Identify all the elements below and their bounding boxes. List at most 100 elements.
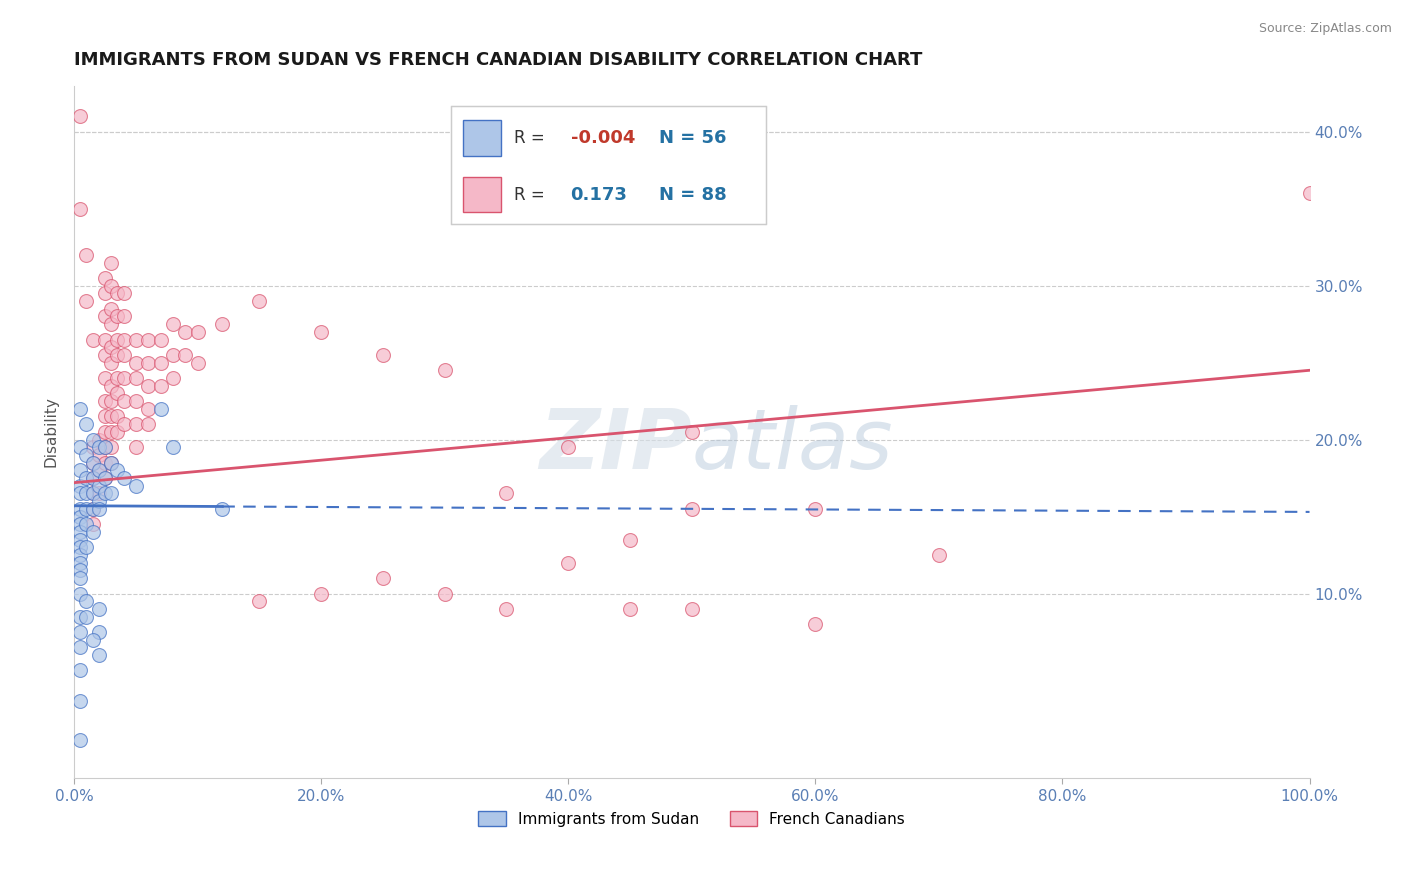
Point bbox=[69, 509, 91, 524]
Point bbox=[136, 401, 159, 416]
Point bbox=[100, 425, 122, 439]
Point bbox=[69, 533, 91, 547]
Point bbox=[100, 440, 122, 454]
Point bbox=[136, 333, 159, 347]
Point bbox=[69, 463, 91, 477]
Point bbox=[87, 440, 110, 454]
Point bbox=[87, 463, 110, 477]
Point bbox=[100, 378, 122, 392]
Point bbox=[433, 363, 456, 377]
Point bbox=[94, 333, 117, 347]
Point bbox=[1298, 186, 1320, 201]
Point bbox=[82, 333, 104, 347]
Point bbox=[75, 541, 97, 555]
Point bbox=[69, 440, 91, 454]
Point bbox=[125, 355, 148, 369]
Point bbox=[112, 310, 135, 324]
Point bbox=[136, 378, 159, 392]
Point bbox=[162, 440, 184, 454]
Point bbox=[69, 524, 91, 539]
Point bbox=[928, 548, 950, 562]
Point bbox=[69, 556, 91, 570]
Point bbox=[100, 355, 122, 369]
Point bbox=[69, 109, 91, 123]
Point bbox=[87, 433, 110, 447]
Point bbox=[619, 533, 641, 547]
Point bbox=[69, 202, 91, 216]
Point bbox=[100, 409, 122, 424]
Point bbox=[87, 463, 110, 477]
Point bbox=[681, 425, 703, 439]
Point bbox=[69, 625, 91, 640]
Point bbox=[149, 401, 172, 416]
Point bbox=[112, 286, 135, 301]
Point bbox=[82, 524, 104, 539]
Point bbox=[82, 471, 104, 485]
Point bbox=[136, 355, 159, 369]
Point bbox=[247, 293, 270, 308]
Point bbox=[69, 541, 91, 555]
Text: atlas: atlas bbox=[692, 405, 893, 486]
Point bbox=[495, 602, 517, 616]
Point bbox=[149, 333, 172, 347]
Point bbox=[87, 648, 110, 662]
Point bbox=[82, 486, 104, 500]
Point bbox=[105, 409, 128, 424]
Point bbox=[309, 586, 332, 600]
Point bbox=[125, 440, 148, 454]
Point bbox=[804, 501, 827, 516]
Point bbox=[75, 609, 97, 624]
Point bbox=[174, 325, 197, 339]
Point bbox=[125, 371, 148, 385]
Point bbox=[82, 456, 104, 470]
Point bbox=[75, 293, 97, 308]
Point bbox=[94, 371, 117, 385]
Point bbox=[162, 348, 184, 362]
Point bbox=[94, 456, 117, 470]
Text: ZIP: ZIP bbox=[538, 405, 692, 486]
Point bbox=[105, 310, 128, 324]
Point bbox=[82, 632, 104, 647]
Point bbox=[125, 333, 148, 347]
Point bbox=[87, 501, 110, 516]
Point bbox=[75, 517, 97, 532]
Point bbox=[495, 486, 517, 500]
Point bbox=[136, 417, 159, 432]
Point bbox=[94, 471, 117, 485]
Point bbox=[125, 479, 148, 493]
Point bbox=[87, 625, 110, 640]
Point bbox=[557, 440, 579, 454]
Point bbox=[82, 471, 104, 485]
Point bbox=[69, 640, 91, 655]
Point bbox=[69, 486, 91, 500]
Point bbox=[94, 425, 117, 439]
Point bbox=[309, 325, 332, 339]
Point bbox=[681, 501, 703, 516]
Point bbox=[433, 586, 456, 600]
Point bbox=[75, 471, 97, 485]
Point bbox=[557, 556, 579, 570]
Point bbox=[69, 479, 91, 493]
Point bbox=[87, 494, 110, 508]
Point bbox=[82, 517, 104, 532]
Point bbox=[82, 433, 104, 447]
Point bbox=[82, 486, 104, 500]
Point bbox=[75, 486, 97, 500]
Point bbox=[112, 371, 135, 385]
Point bbox=[211, 317, 233, 331]
Point bbox=[94, 440, 117, 454]
Point bbox=[69, 548, 91, 562]
Point bbox=[94, 286, 117, 301]
Point bbox=[112, 471, 135, 485]
Text: Source: ZipAtlas.com: Source: ZipAtlas.com bbox=[1258, 22, 1392, 36]
Point bbox=[125, 417, 148, 432]
Point bbox=[100, 317, 122, 331]
Point bbox=[681, 602, 703, 616]
Point bbox=[75, 594, 97, 608]
Point bbox=[94, 471, 117, 485]
Point bbox=[105, 286, 128, 301]
Point bbox=[100, 301, 122, 316]
Point bbox=[174, 348, 197, 362]
Point bbox=[105, 463, 128, 477]
Point bbox=[94, 394, 117, 409]
